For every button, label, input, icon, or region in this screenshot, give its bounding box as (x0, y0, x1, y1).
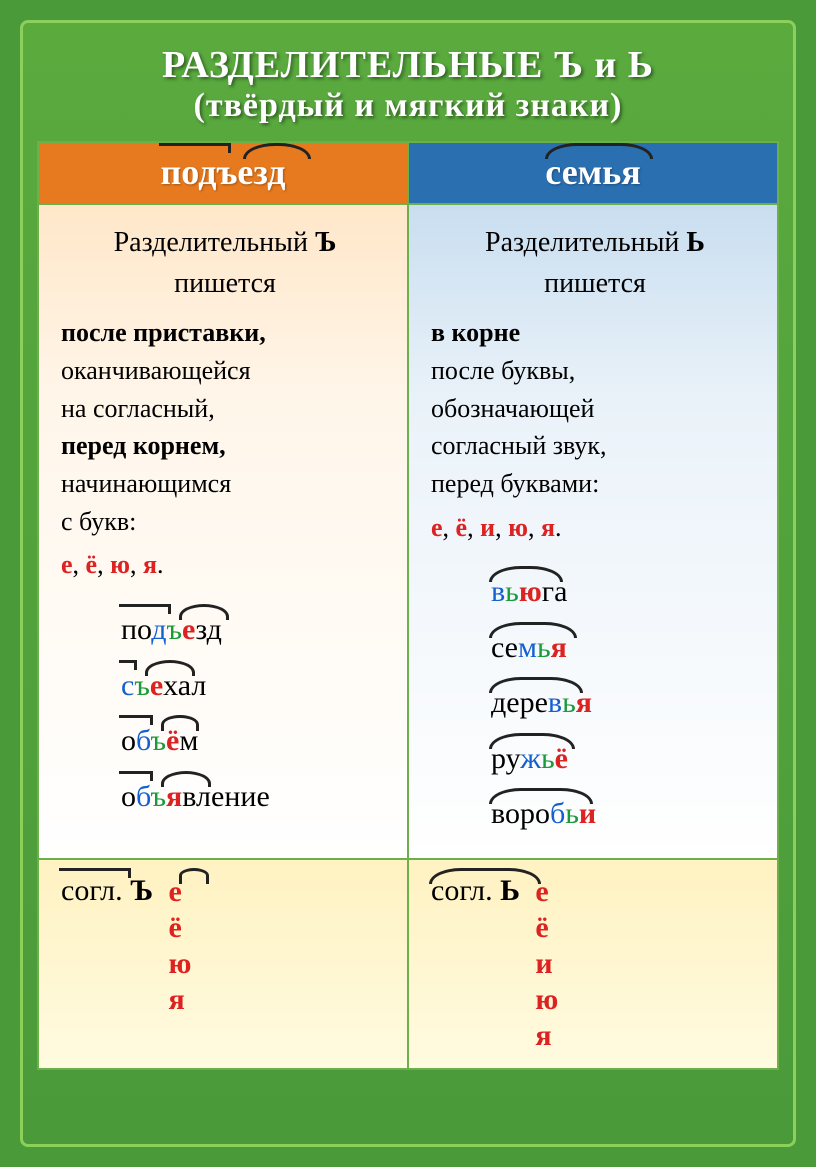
prefix-mark-icon (119, 660, 137, 670)
example-word: подъезд (61, 602, 389, 658)
prefix-mark-icon (119, 771, 153, 781)
root-arc-icon (161, 715, 199, 731)
letter: я (143, 550, 157, 579)
root-arc-icon (429, 868, 541, 884)
rule-line: после приставки, (61, 318, 266, 347)
example-word: деревья (431, 675, 759, 731)
header-right: семья (408, 142, 778, 204)
footer-letters-left: е ё ю я (169, 874, 192, 1018)
letter: ё (86, 550, 98, 579)
rule-line: перед буквами: (431, 469, 599, 498)
letter: ё (535, 910, 558, 946)
footer-formula-right: согл. Ь (431, 874, 520, 908)
root-arc-icon (489, 622, 577, 638)
example-word: воробьи (431, 786, 759, 842)
root-arc-icon (179, 604, 229, 620)
root-arc-icon (179, 868, 209, 884)
root-arc-icon (489, 788, 593, 804)
letter: ю (535, 982, 558, 1018)
letter: ю (508, 513, 528, 542)
example-word: семья (431, 620, 759, 676)
title-line-2: (твёрдый и мягкий знаки) (37, 87, 779, 125)
footer-label: согл. (61, 874, 123, 907)
letter: ё (169, 910, 192, 946)
prefix-mark-icon (119, 715, 153, 725)
root-arc-icon (545, 143, 653, 159)
rule-head-sign: Ь (686, 227, 705, 258)
rule-line: оканчивающейся (61, 356, 251, 385)
rule-body-right: в корне после буквы, обозначающей соглас… (431, 314, 759, 502)
poster-frame: РАЗДЕЛИТЕЛЬНЫЕ Ъ и Ь (твёрдый и мягкий з… (20, 20, 796, 1147)
letter: и (535, 946, 558, 982)
root-arc-icon (243, 143, 311, 159)
title-line-1: РАЗДЕЛИТЕЛЬНЫЕ Ъ и Ь (37, 43, 779, 87)
letter: я (169, 982, 192, 1018)
footer-row: согл. Ъ е ё ю я согл. Ь е (38, 859, 778, 1069)
footer-formula-left: согл. Ъ (61, 874, 153, 908)
rule-line: на согласный, (61, 394, 215, 423)
rule-head-sign: Ъ (315, 227, 336, 258)
rule-head-text: Разделительный (114, 227, 315, 258)
letter: я (535, 1018, 558, 1054)
letter: я (541, 513, 555, 542)
root-arc-icon (145, 660, 195, 676)
body-right: Разделительный Ь пишется в корне после б… (408, 204, 778, 859)
body-row: Разделительный Ъ пишется после приставки… (38, 204, 778, 859)
footer-sign: Ъ (130, 874, 153, 907)
rule-head-left: Разделительный Ъ пишется (61, 223, 389, 304)
example-word: съехал (61, 658, 389, 714)
main-table: подъезд семья Разделительный Ъ пишется п… (37, 141, 779, 1070)
rule-head-right: Разделительный Ь пишется (431, 223, 759, 304)
footer-left: согл. Ъ е ё ю я (38, 859, 408, 1069)
prefix-mark-icon (59, 868, 131, 878)
prefix-mark-icon (159, 143, 231, 153)
example-word: ружьё (431, 731, 759, 787)
examples-left: подъезд съехал объём (61, 602, 389, 824)
letter: ю (169, 946, 192, 982)
letter: ю (110, 550, 130, 579)
letter: е (61, 550, 73, 579)
title-block: РАЗДЕЛИТЕЛЬНЫЕ Ъ и Ь (твёрдый и мягкий з… (37, 37, 779, 141)
letters-right: е, ё, и, ю, я. (431, 509, 759, 547)
root-arc-icon (489, 677, 583, 693)
rule-head-text: Разделительный (485, 227, 686, 258)
root-arc-icon (489, 566, 563, 582)
rule-head-text2: пишется (544, 268, 646, 299)
letters-left: е, ё, ю, я. (61, 546, 389, 584)
root-arc-icon (161, 771, 211, 787)
rule-line: начинающимся (61, 469, 231, 498)
rule-line: обозначающей (431, 394, 594, 423)
footer-letters-right: е ё и ю я (535, 874, 558, 1054)
rule-line: с букв: (61, 507, 136, 536)
rule-line: в корне (431, 318, 520, 347)
rule-body-left: после приставки, оканчивающейся на согла… (61, 314, 389, 540)
prefix-mark-icon (119, 604, 171, 614)
example-word: объём (61, 713, 389, 769)
example-word: вьюга (431, 564, 759, 620)
header-row: подъезд семья (38, 142, 778, 204)
letter: е (431, 513, 443, 542)
rule-line: согласный звук, (431, 431, 607, 460)
example-word: объявление (61, 769, 389, 825)
letter: ё (456, 513, 468, 542)
examples-right: вьюга семья деревья ружьё (431, 564, 759, 842)
letter: и (480, 513, 495, 542)
body-left: Разделительный Ъ пишется после приставки… (38, 204, 408, 859)
rule-head-text2: пишется (174, 268, 276, 299)
rule-line: после буквы, (431, 356, 575, 385)
root-arc-icon (489, 733, 575, 749)
header-left: подъезд (38, 142, 408, 204)
rule-line: перед корнем, (61, 431, 226, 460)
footer-right: согл. Ь е ё и ю я (408, 859, 778, 1069)
